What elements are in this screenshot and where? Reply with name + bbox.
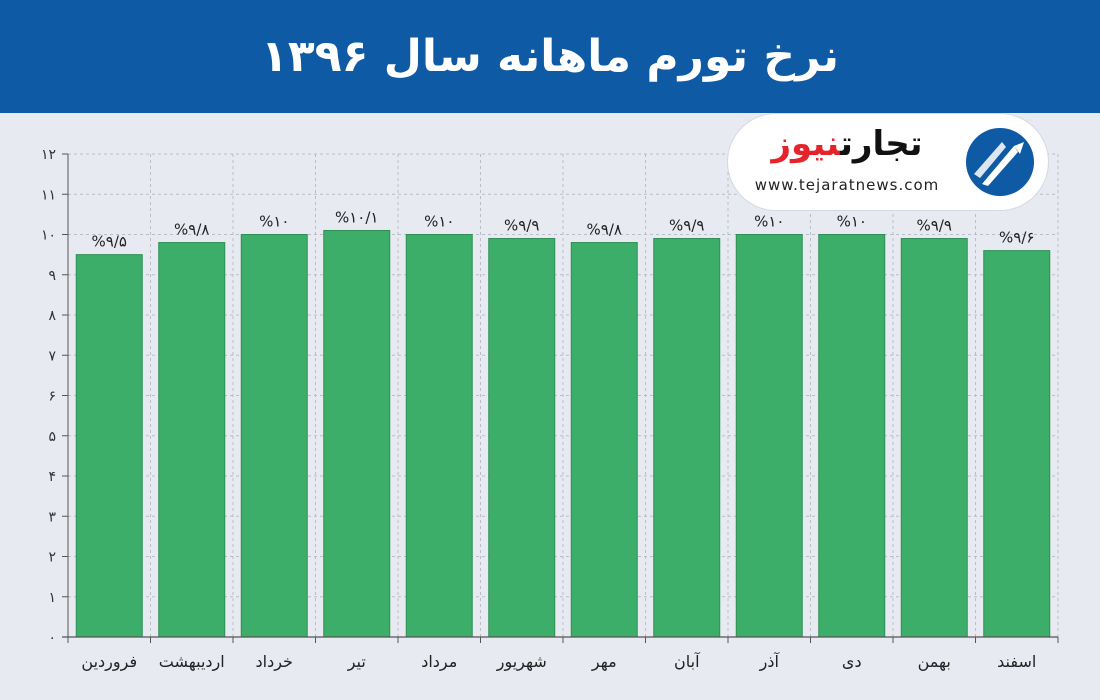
bar (405, 234, 473, 638)
x-tick-label: دی (842, 652, 862, 671)
data-label: %۹/۵ (92, 233, 127, 251)
data-label: %۹/۸ (174, 221, 209, 239)
y-tick-label: ۱۲ (41, 147, 56, 163)
data-label: %۱۰ (837, 213, 867, 231)
bars-layer (75, 229, 1051, 638)
logo-name-black: تجارت (840, 124, 923, 164)
logo-wordmark: تجارتنیوز (742, 124, 952, 164)
y-tick-label: ۷ (48, 348, 56, 364)
y-tick-label: ۸ (48, 308, 56, 324)
data-label: %۹/۹ (669, 217, 704, 235)
header-banner: نرخ تورم ماهانه سال ۱۳۹۶ (0, 0, 1100, 113)
chart-area: %۹/۵ فروردین %۹/۸ اردیبهشت %۱۰ خرداد %۱۰/۱ تیر%… (0, 113, 1100, 700)
bar (240, 234, 308, 638)
x-tick-label: آذر (759, 652, 781, 672)
bar (653, 238, 721, 638)
logo-arrow-icon (966, 128, 1034, 196)
x-tick-label: آبان (674, 652, 701, 671)
data-label: %۱۰ (424, 213, 454, 231)
bar (570, 242, 638, 638)
y-tick-label: ۱ (48, 590, 56, 606)
logo-name-red: نیوز (771, 124, 841, 164)
x-tick-label: اردیبهشت (159, 652, 225, 672)
data-label: %۹/۶ (999, 229, 1034, 247)
bar (735, 234, 803, 638)
bar (158, 242, 226, 638)
x-tick-label: اسفند (997, 652, 1036, 671)
logo-url: www.tejaratnews.com (754, 176, 940, 194)
data-label: %۹/۹ (917, 217, 952, 235)
chart-title: نرخ تورم ماهانه سال ۱۳۹۶ (261, 31, 839, 82)
bar (488, 238, 556, 638)
y-tick-label: ۱۱ (41, 187, 56, 203)
bar (818, 234, 886, 638)
x-tick-label: فروردین (81, 652, 137, 672)
y-tick-label: ۹ (48, 268, 56, 284)
bar (75, 254, 143, 638)
bar (983, 250, 1051, 638)
data-label: %۱۰ (754, 213, 784, 231)
bar-chart: %۹/۵ فروردین %۹/۸ اردیبهشت %۱۰ خرداد %۱۰/۱ تیر%… (41, 147, 1059, 672)
x-tick-label: مهر (591, 652, 617, 672)
x-tick-label: تیر (347, 652, 366, 672)
y-tick-label: ۴ (48, 469, 56, 485)
x-tick-label: مرداد (421, 652, 457, 672)
y-tick-label: ۳ (48, 509, 56, 525)
data-label: %۹/۸ (587, 221, 622, 239)
bar (900, 238, 968, 638)
labels-layer: %۹/۵ فروردین %۹/۸ اردیبهشت %۱۰ خرداد %۱۰/۱ تیر%… (81, 208, 1036, 672)
y-tick-label: ۵ (48, 429, 56, 445)
data-label: %۱۰ (259, 213, 289, 231)
x-tick-label: خرداد (256, 652, 293, 672)
data-label: %۱۰/۱ (335, 208, 378, 226)
y-tick-label: ۶ (48, 389, 56, 405)
y-tick-label: ۰ (48, 630, 56, 646)
tejarat-news-logo: تجارتنیوز www.tejaratnews.com (728, 114, 1048, 210)
data-label: %۹/۹ (504, 217, 539, 235)
x-tick-label: شهریور (496, 652, 547, 672)
x-tick-label: بهمن (918, 652, 951, 672)
y-tick-label: ۱۰ (41, 228, 56, 244)
y-tick-label: ۲ (48, 550, 56, 566)
bar (323, 229, 391, 638)
